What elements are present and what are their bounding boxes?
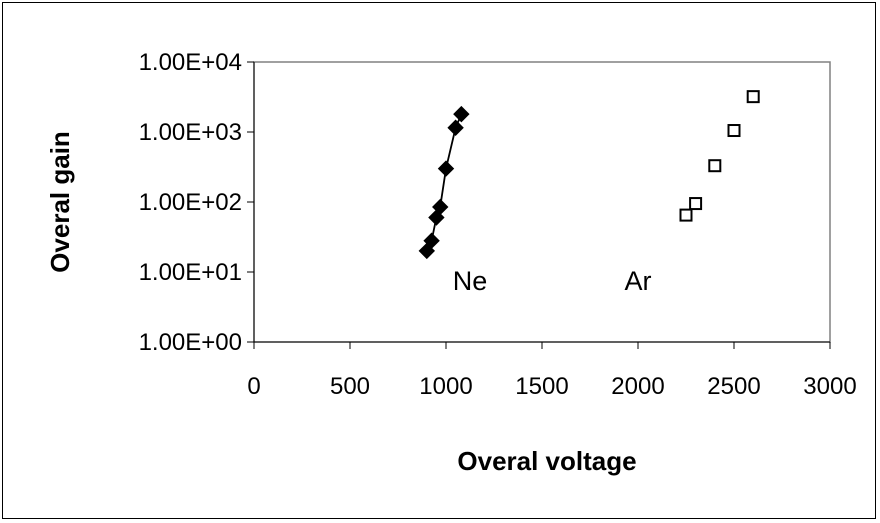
series-ar-point — [746, 90, 760, 104]
x-axis-title: Overal voltage — [457, 446, 636, 476]
x-tick-label: 1000 — [419, 373, 472, 400]
series-ne-point — [437, 160, 455, 177]
annotation-layer: Ne Ar — [453, 266, 652, 296]
y-tick-label: 1.00E+00 — [139, 329, 242, 356]
y-ticks: 1.00E+00 1.00E+01 1.00E+02 1.00E+03 1.00E+04 — [139, 49, 254, 356]
series-ne-point — [453, 105, 470, 123]
series-label-ar: Ar — [625, 266, 652, 296]
series-layer — [418, 90, 760, 260]
series-ne-point — [447, 119, 464, 136]
series-ar — [679, 90, 760, 222]
series-ar-point — [689, 197, 703, 211]
series-ar-point — [708, 159, 722, 173]
series-label-ne: Ne — [453, 266, 488, 296]
x-tick-label: 1500 — [515, 373, 568, 400]
series-ne-point — [432, 198, 449, 216]
y-tick-label: 1.00E+02 — [139, 189, 242, 216]
series-ne — [418, 105, 470, 260]
series-ne-point — [423, 232, 440, 249]
y-tick-label: 1.00E+01 — [139, 259, 242, 286]
series-ar-point — [679, 208, 693, 222]
x-tick-label: 3000 — [803, 373, 856, 400]
y-tick-label: 1.00E+04 — [139, 49, 242, 76]
plot-area — [253, 61, 831, 343]
series-ar-point — [727, 124, 741, 138]
y-axis-title: Overal gain — [45, 131, 75, 273]
x-tick-label: 2500 — [707, 373, 760, 400]
x-tick-label: 2000 — [611, 373, 664, 400]
y-tick-label: 1.00E+03 — [139, 119, 242, 146]
x-tick-label: 0 — [247, 373, 260, 400]
x-tick-label: 500 — [330, 373, 370, 400]
x-ticks: 0 500 1000 1500 2000 2500 3000 — [247, 342, 857, 400]
